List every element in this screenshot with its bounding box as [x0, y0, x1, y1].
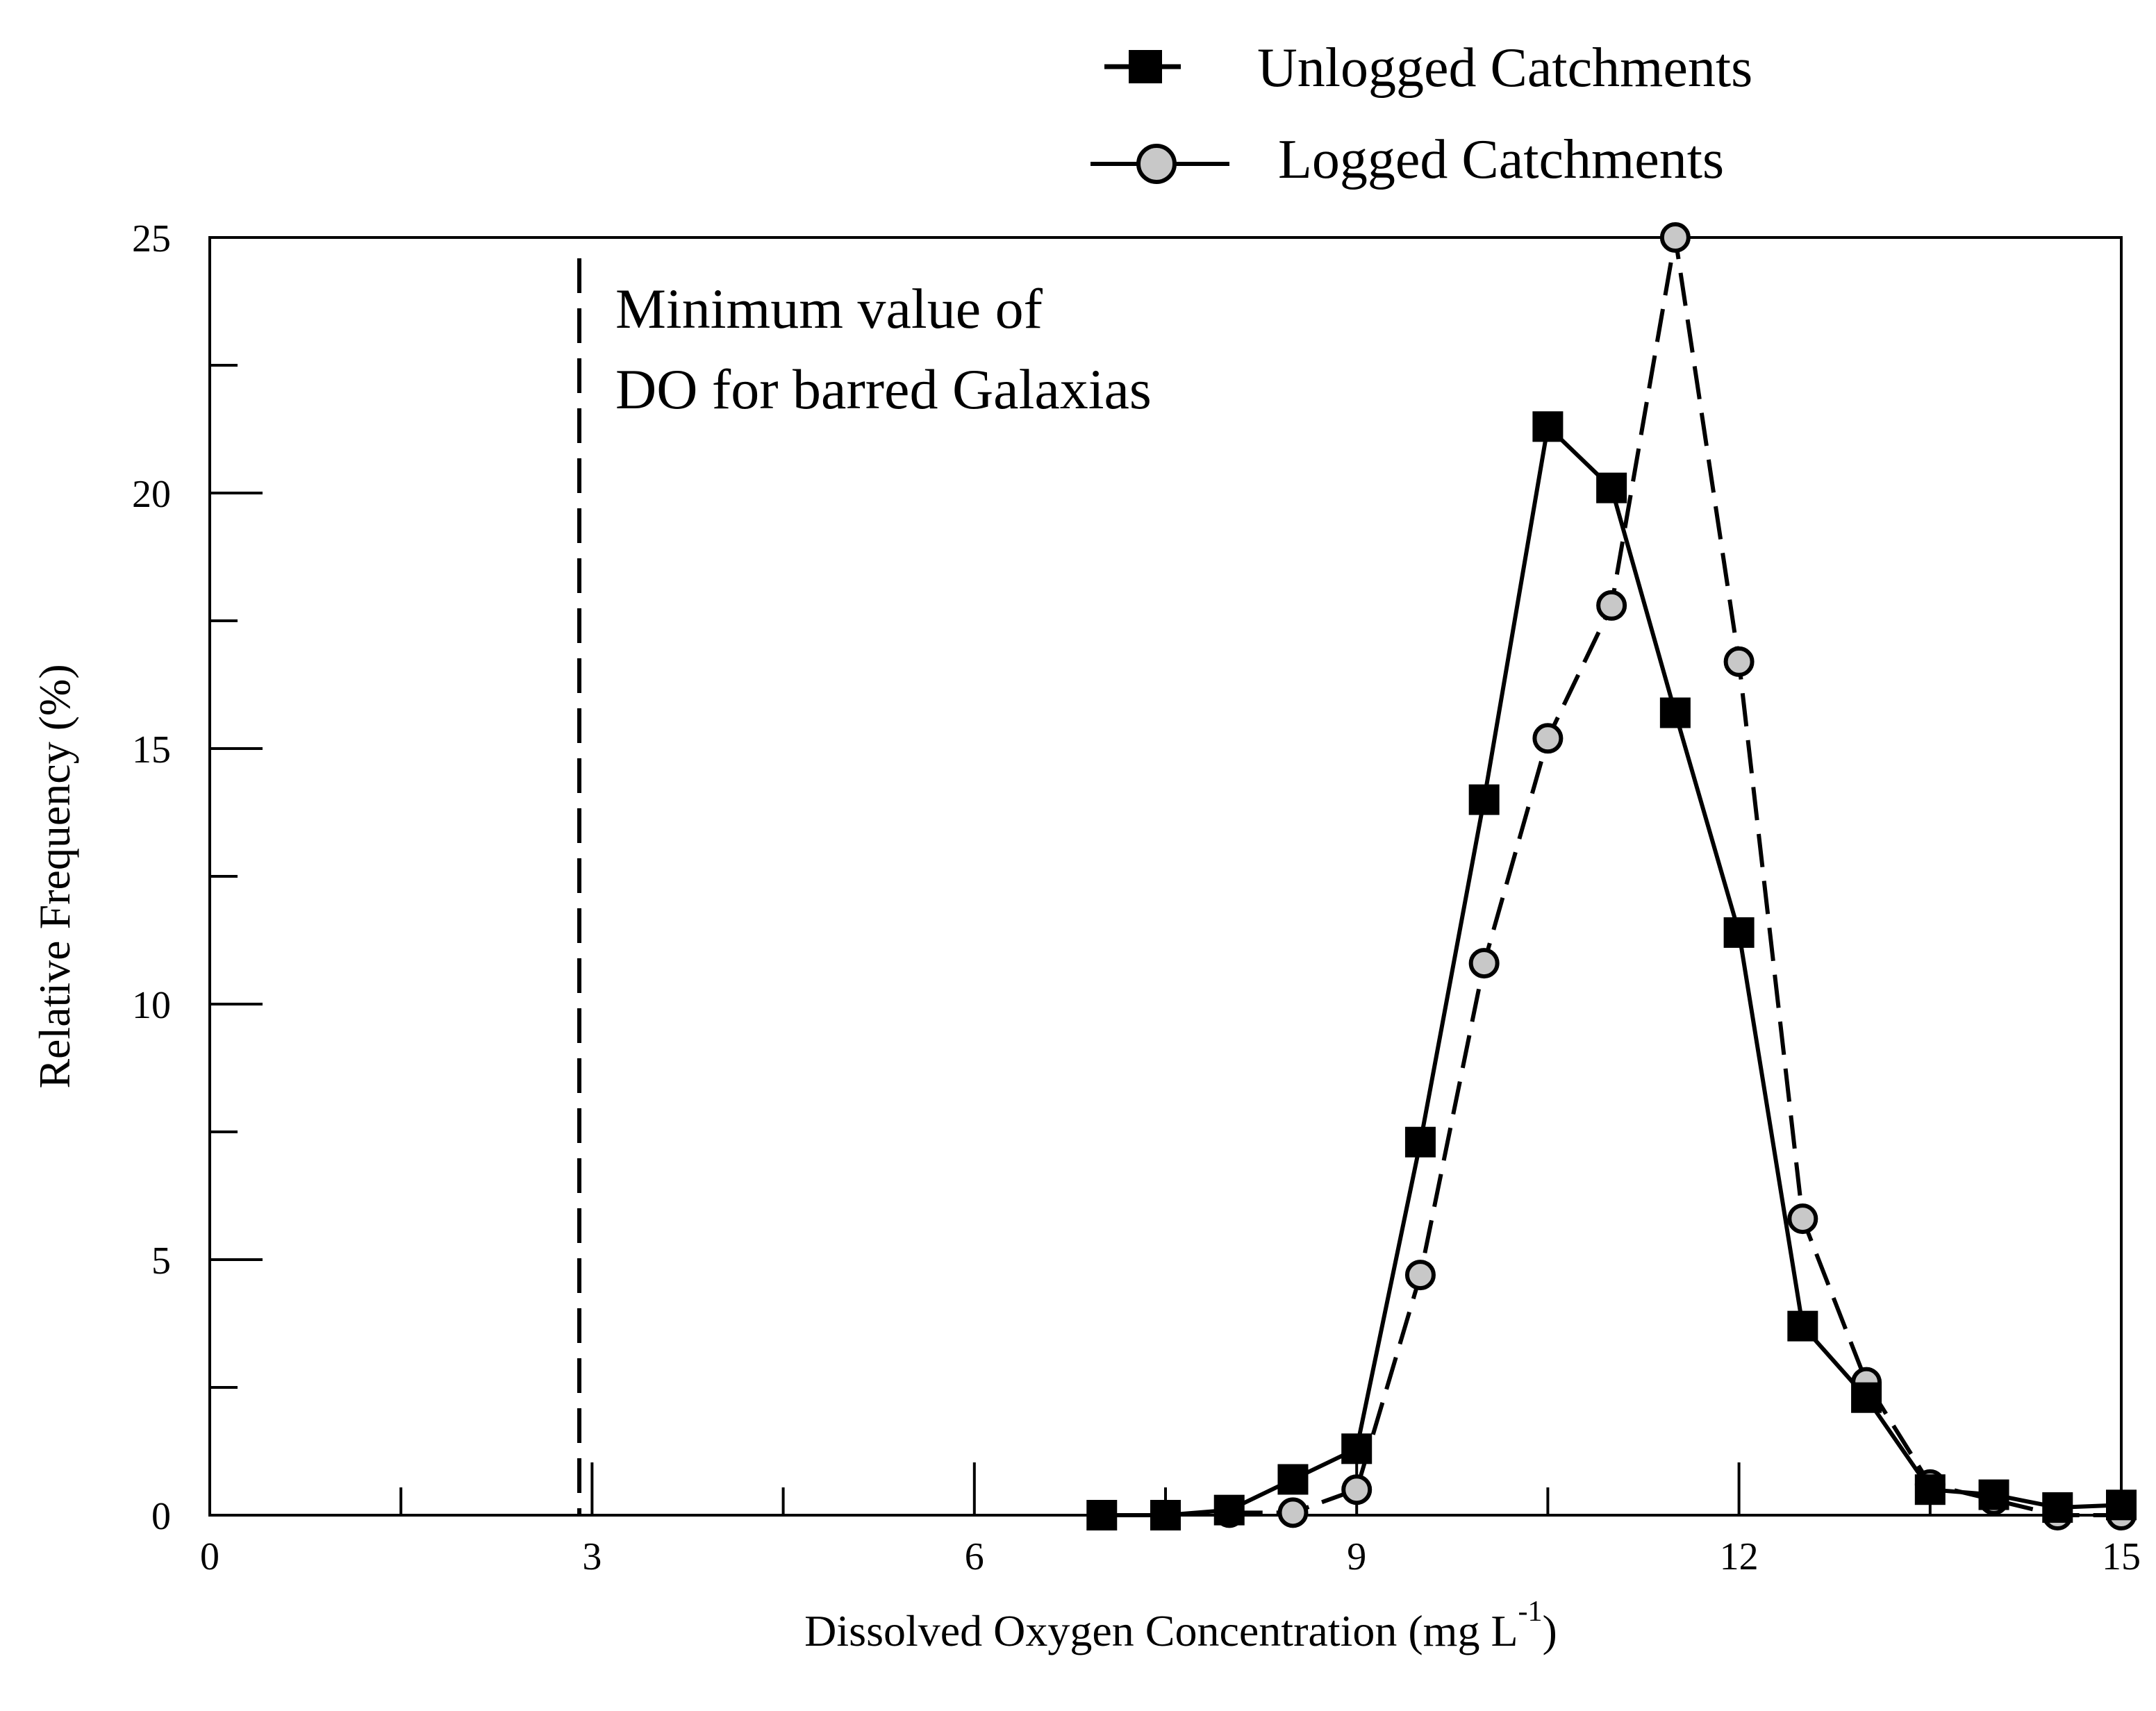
y-tick-label: 15 [132, 728, 171, 771]
data-point-square [2106, 1489, 2137, 1521]
x-tick-label: 12 [1720, 1535, 1759, 1578]
y-tick-label: 0 [151, 1495, 171, 1538]
data-point-square [1468, 784, 1500, 815]
annotation-text-line2: DO for barred Galaxias [615, 358, 1152, 421]
x-axis-title-close: ) [1543, 1606, 1557, 1655]
annotation-text-line1: Minimum value of [615, 277, 1043, 340]
x-axis-title-text: Dissolved Oxygen Concentration (mg L [804, 1606, 1518, 1655]
x-tick-label: 9 [1347, 1535, 1366, 1578]
data-point-circle [1404, 1260, 1436, 1291]
data-point-circle [1532, 723, 1564, 754]
data-point-square [1150, 1500, 1181, 1530]
data-point-square [2042, 1492, 2073, 1523]
data-point-square [1086, 1500, 1118, 1530]
data-point-square [1277, 1464, 1309, 1495]
y-tick-label: 25 [132, 217, 171, 260]
data-point-circle [1468, 948, 1500, 979]
data-point-square [1914, 1474, 1946, 1505]
legend-label-unlogged: Unlogged Catchments [1257, 37, 1752, 99]
y-tick-label: 10 [132, 984, 171, 1027]
x-tick-label: 3 [582, 1535, 602, 1578]
data-point-square [1851, 1382, 1882, 1413]
data-point-circle [1596, 590, 1627, 621]
data-point-circle [1723, 646, 1755, 677]
data-point-square [1341, 1433, 1373, 1464]
series-unlogged [1086, 411, 2137, 1530]
legend-marker-unlogged [1129, 50, 1162, 83]
plot-frame [208, 236, 2123, 1517]
series-line [1102, 424, 2122, 1517]
x-tick-label: 0 [200, 1535, 219, 1578]
series-logged [1213, 222, 2137, 1530]
data-point-circle [1787, 1203, 1818, 1235]
annotation-min-do: Minimum value of DO for barred Galaxias [577, 258, 1152, 1515]
x-tick-label: 15 [2102, 1535, 2141, 1578]
x-axis-title-sup: -1 [1518, 1596, 1543, 1628]
data-point-circle [1341, 1474, 1373, 1505]
data-point-square [1978, 1479, 2009, 1510]
legend-item-logged: Logged Catchments [1091, 129, 1724, 190]
legend-marker-logged [1136, 144, 1177, 184]
data-point-square [1723, 917, 1755, 948]
data-point-circle [1277, 1497, 1309, 1528]
data-point-square [1596, 472, 1627, 503]
x-tick-label: 6 [965, 1535, 984, 1578]
data-point-square [1404, 1126, 1436, 1158]
legend: Unlogged Catchments Logged Catchments [1091, 37, 1752, 190]
series-layer [1086, 222, 2137, 1530]
data-point-square [1659, 697, 1691, 728]
data-point-circle [1659, 222, 1691, 253]
x-axis-title: Dissolved Oxygen Concentration (mg L-1) [804, 1596, 1557, 1655]
y-tick-label: 5 [151, 1240, 171, 1283]
series-line [1229, 235, 2121, 1517]
y-tick-label: 20 [132, 473, 171, 516]
legend-item-unlogged: Unlogged Catchments [1104, 37, 1752, 99]
legend-label-logged: Logged Catchments [1278, 129, 1724, 190]
axis-tick-labels: 0 3 6 9 12 15 0 5 10 15 20 25 [132, 217, 2141, 1578]
data-point-square [1532, 411, 1564, 442]
axis-ticks [208, 236, 2123, 1517]
data-point-square [1787, 1310, 1818, 1342]
y-axis-title: Relative Frequency (%) [30, 664, 79, 1088]
data-point-square [1213, 1494, 1245, 1526]
